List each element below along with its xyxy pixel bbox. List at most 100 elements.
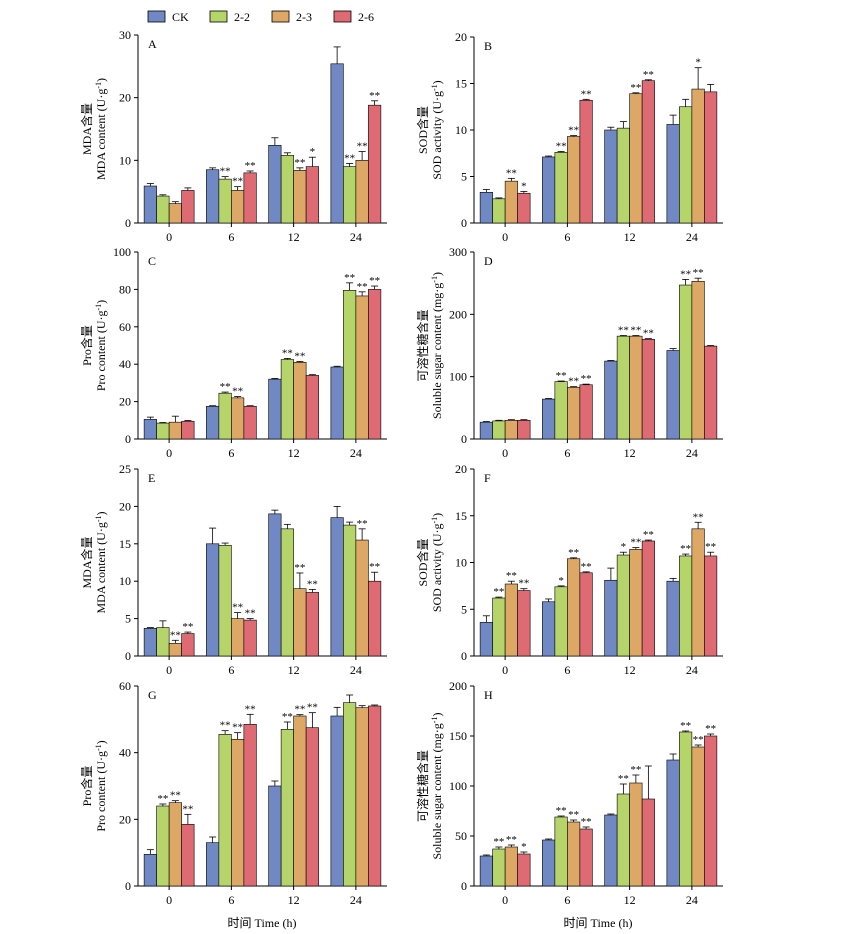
- bar-CK-24: [330, 366, 344, 440]
- significance-mark: **: [294, 350, 305, 362]
- y-tick-label: 20: [119, 395, 131, 409]
- x-tick-label: 12: [288, 663, 300, 677]
- x-tick-label: 24: [350, 446, 362, 460]
- x-tick-label: 0: [502, 893, 508, 907]
- x-tick-label: 6: [228, 446, 234, 460]
- bar-2-6-24: [704, 555, 718, 657]
- significance-mark: **: [294, 562, 305, 574]
- y-tick-label: 0: [461, 649, 467, 663]
- significance-mark: **: [568, 547, 579, 559]
- y-axis-label-en: SOD activity (U·g-1): [430, 80, 445, 179]
- bar-2-3-0: [504, 583, 518, 657]
- x-tick-label: 12: [288, 893, 300, 907]
- bar-2-6-0: [517, 853, 531, 887]
- bar-CK-12: [268, 785, 282, 887]
- y-tick-label: 0: [461, 879, 467, 893]
- bar-2-3-24: [691, 88, 705, 224]
- significance-mark: *: [558, 575, 564, 587]
- x-tick-label: 6: [228, 663, 234, 677]
- bar-2-2-0: [492, 420, 506, 440]
- bar-2-3-12: [629, 335, 643, 440]
- significance-mark: **: [693, 267, 704, 279]
- bar-CK-24: [330, 63, 344, 224]
- significance-mark: **: [630, 325, 641, 337]
- bar-2-3-24: [691, 746, 705, 887]
- significance-mark: **: [506, 834, 517, 846]
- bar-2-6-0: [517, 192, 531, 224]
- bar-CK-6: [206, 842, 220, 887]
- y-axis-label-cn: MDA含量: [79, 536, 94, 588]
- panel-label: C: [148, 254, 156, 268]
- x-tick-label: 0: [502, 230, 508, 244]
- x-axis-label-right: 时间 Time (h): [564, 916, 633, 930]
- panel-D: 0 100 200 300 D 可溶性糖含量 Soluble sugar content (…: [415, 245, 723, 460]
- y-axis-label-close: ): [94, 740, 108, 744]
- bar-2-6-12: [641, 338, 655, 440]
- bar-2-2-12: [616, 554, 630, 657]
- panel-label: E: [148, 471, 155, 485]
- y-tick-label: 50: [455, 829, 467, 843]
- bar-2-3-6: [231, 618, 245, 657]
- bar-2-3-0: [168, 802, 182, 887]
- significance-mark: **: [307, 702, 318, 714]
- bar-2-3-6: [567, 821, 581, 887]
- y-axis-label-close: ): [430, 272, 444, 276]
- bar-2-2-24: [679, 284, 693, 440]
- bar-CK-6: [206, 543, 220, 657]
- bar-2-6-12: [305, 375, 319, 440]
- y-axis-label-exponent: -1: [94, 304, 103, 311]
- bar-2-2-12: [280, 155, 294, 224]
- bar-2-6-24: [368, 580, 382, 657]
- x-tick-label: 24: [686, 893, 698, 907]
- y-tick-label: 10: [455, 123, 467, 137]
- y-axis-label-close: ): [94, 300, 108, 304]
- bar-CK-12: [604, 129, 618, 224]
- bar-CK-24: [330, 517, 344, 657]
- bar-2-6-12: [641, 80, 655, 224]
- bar-2-3-24: [691, 280, 705, 440]
- significance-mark: **: [680, 543, 691, 555]
- y-tick-label: 0: [125, 216, 131, 230]
- bar-CK-0: [143, 419, 157, 440]
- significance-mark: **: [506, 167, 517, 179]
- bar-CK-12: [268, 144, 282, 224]
- significance-mark: **: [493, 586, 504, 598]
- x-tick-label: 6: [228, 893, 234, 907]
- bar-2-2-12: [280, 359, 294, 440]
- bar-2-6-24: [704, 345, 718, 440]
- x-tick-label: 12: [288, 230, 300, 244]
- x-tick-label: 6: [564, 230, 570, 244]
- y-tick-label: 10: [455, 556, 467, 570]
- bar-2-3-12: [629, 782, 643, 887]
- y-axis-label-cn: Pro含量: [79, 325, 94, 366]
- bar-2-3-12: [293, 715, 307, 887]
- bar-2-6-0: [517, 590, 531, 657]
- significance-mark: **: [618, 325, 629, 337]
- bar-2-6-6: [579, 572, 593, 657]
- bar-2-2-24: [343, 702, 357, 887]
- significance-mark: **: [618, 773, 629, 785]
- significance-mark: **: [282, 347, 293, 359]
- significance-mark: **: [680, 268, 691, 280]
- x-tick-label: 24: [350, 230, 362, 244]
- x-tick-label: 24: [686, 663, 698, 677]
- significance-mark: *: [695, 57, 701, 69]
- bar-2-6-6: [579, 828, 593, 887]
- significance-mark: **: [705, 723, 716, 735]
- bar-2-2-24: [679, 555, 693, 657]
- y-tick-label: 15: [455, 77, 467, 91]
- y-axis-label-cn: MDA含量: [79, 103, 94, 155]
- bar-CK-6: [206, 169, 220, 224]
- bar-CK-6: [542, 156, 556, 224]
- bar-2-2-12: [616, 793, 630, 887]
- legend-label-2-3: 2-3: [296, 10, 312, 24]
- significance-mark: **: [568, 809, 579, 821]
- y-tick-label: 20: [119, 812, 131, 826]
- bar-2-2-24: [679, 731, 693, 887]
- bar-2-3-6: [567, 136, 581, 224]
- significance-mark: **: [232, 176, 243, 188]
- significance-mark: **: [581, 561, 592, 573]
